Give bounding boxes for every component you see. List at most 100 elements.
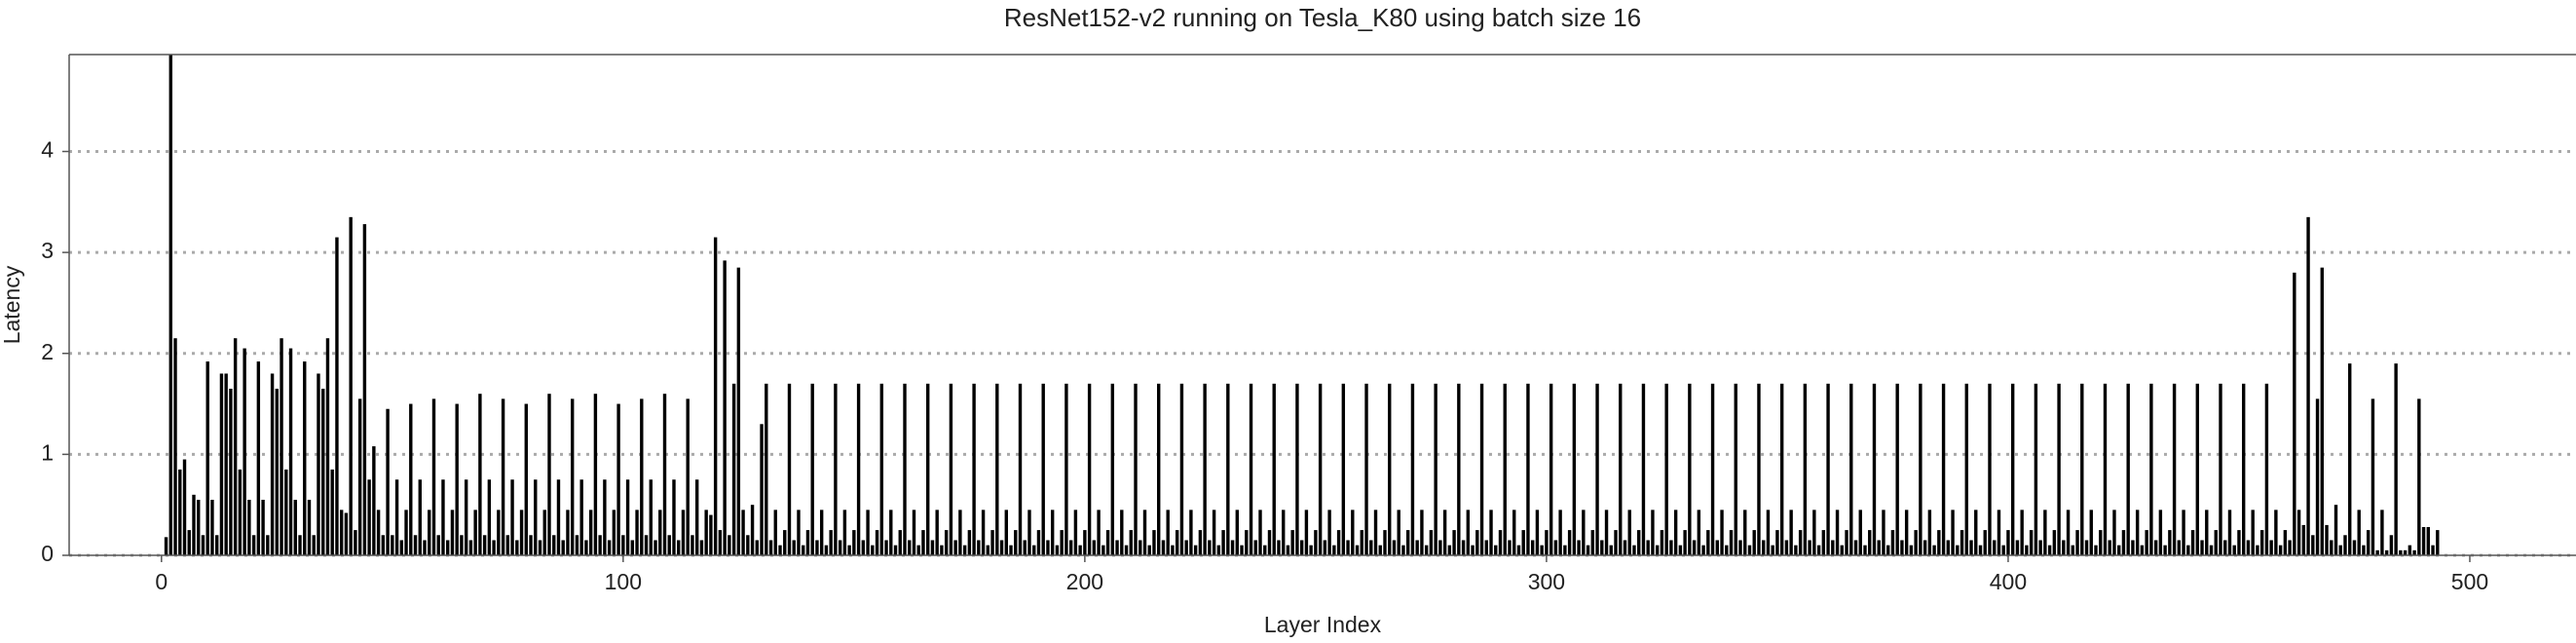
bar (1586, 545, 1590, 555)
bar (1882, 510, 1885, 555)
bar (1812, 510, 1816, 555)
bar (1900, 540, 1904, 555)
bar (325, 338, 330, 555)
bar (1771, 545, 1774, 555)
bar (1743, 510, 1747, 555)
bar (312, 535, 316, 555)
bar (1142, 510, 1147, 555)
bar (912, 510, 916, 555)
bar (1036, 530, 1041, 555)
bar (492, 540, 496, 555)
bar (603, 479, 607, 555)
bar (1157, 383, 1161, 555)
bar (2029, 530, 2034, 555)
bar (1457, 383, 1461, 555)
bar (1826, 383, 1830, 555)
bar (2343, 535, 2347, 555)
bar (205, 361, 209, 555)
bar (529, 535, 533, 555)
bar (1775, 530, 1779, 555)
y-tick-label: 0 (41, 541, 54, 566)
bar (916, 545, 920, 555)
bar (1466, 510, 1471, 555)
bar (2227, 510, 2232, 555)
bar (649, 479, 653, 555)
x-tick-label: 0 (155, 569, 168, 594)
bar (288, 348, 293, 555)
bar (2145, 530, 2148, 555)
bar (1120, 510, 1124, 555)
bar (1124, 545, 1129, 555)
y-tick-label: 4 (41, 137, 54, 163)
bar (986, 545, 990, 555)
y-tick-label: 1 (41, 439, 54, 465)
bar (413, 535, 418, 555)
bar (1762, 540, 1766, 555)
bar (778, 545, 782, 555)
bar (2256, 545, 2259, 555)
bar (1064, 383, 1068, 555)
bar (2394, 363, 2398, 555)
bar (2121, 530, 2126, 555)
bar (1216, 545, 1221, 555)
bar (842, 510, 847, 555)
bar (391, 535, 394, 555)
bar (1475, 530, 1479, 555)
chart-title: ResNet152-v2 running on Tesla_K80 using … (1004, 3, 1641, 32)
bar (1346, 540, 1350, 555)
bar (2062, 540, 2066, 555)
bar (1553, 540, 1558, 555)
bar (802, 545, 805, 555)
bar (1258, 510, 1262, 555)
bar (284, 469, 288, 555)
bar (2375, 549, 2379, 555)
bar (588, 510, 593, 555)
bar (394, 479, 399, 555)
bar (556, 479, 561, 555)
bar (164, 537, 168, 555)
bar (677, 540, 681, 555)
bar (829, 530, 833, 555)
bar (2025, 545, 2029, 555)
bar (1050, 510, 1055, 555)
bar (1660, 530, 1664, 555)
bar (2330, 540, 2333, 555)
bar (1332, 545, 1336, 555)
bar (2158, 510, 2163, 555)
bar (1710, 383, 1715, 555)
bar (2047, 545, 2052, 555)
bar (2195, 383, 2199, 555)
bar (1993, 540, 1997, 555)
bar (354, 530, 357, 555)
bar (838, 540, 842, 555)
bar (990, 530, 994, 555)
bar (2426, 526, 2431, 555)
bar (497, 510, 501, 555)
bar (616, 403, 620, 555)
bar (233, 338, 238, 555)
bar (2057, 383, 2061, 555)
bar (404, 510, 408, 555)
bar (192, 494, 196, 555)
bar (2306, 216, 2310, 555)
bar (505, 535, 510, 555)
x-tick-label: 500 (2451, 569, 2488, 594)
bar (473, 510, 477, 555)
bar (344, 512, 349, 555)
bar (2094, 545, 2098, 555)
bar (1092, 540, 1097, 555)
bar (1988, 383, 1992, 555)
bar (709, 514, 713, 555)
bar (1471, 545, 1475, 555)
bar (995, 383, 999, 555)
bar (1078, 545, 1082, 555)
bar (713, 237, 718, 555)
bar (1673, 510, 1678, 555)
bar (834, 383, 838, 555)
bar (399, 540, 404, 555)
bar (2020, 510, 2024, 555)
bar (1904, 510, 1909, 555)
bar (450, 510, 455, 555)
bar (201, 535, 205, 555)
bar (1845, 530, 1848, 555)
